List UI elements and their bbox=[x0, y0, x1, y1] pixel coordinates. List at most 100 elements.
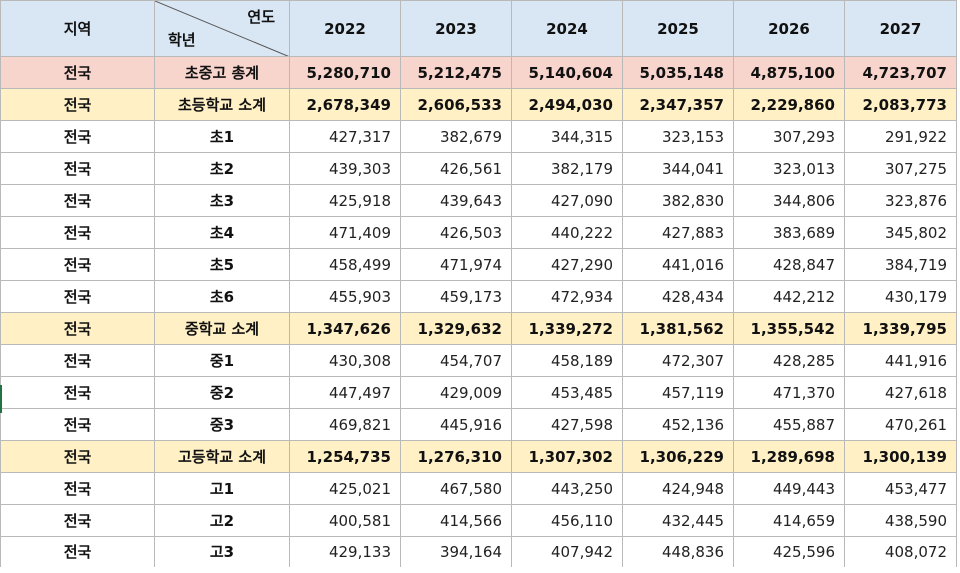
value-cell-2024[interactable]: 440,222 bbox=[511, 216, 623, 249]
value-cell-2026[interactable]: 471,370 bbox=[733, 376, 845, 409]
value-cell-2023[interactable]: 2,606,533 bbox=[400, 88, 512, 121]
grade-cell[interactable]: 고등학교 소계 bbox=[154, 440, 290, 473]
value-cell-2026[interactable]: 425,596 bbox=[733, 536, 845, 567]
value-cell-2024[interactable]: 344,315 bbox=[511, 120, 623, 153]
value-cell-2025[interactable]: 323,153 bbox=[622, 120, 734, 153]
value-cell-2025[interactable]: 441,016 bbox=[622, 248, 734, 281]
grade-cell[interactable]: 초등학교 소계 bbox=[154, 88, 290, 121]
value-cell-2026[interactable]: 414,659 bbox=[733, 504, 845, 537]
region-cell[interactable]: 전국 bbox=[0, 472, 155, 505]
value-cell-2023[interactable]: 414,566 bbox=[400, 504, 512, 537]
region-cell[interactable]: 전국 bbox=[0, 376, 155, 409]
region-cell[interactable]: 전국 bbox=[0, 280, 155, 313]
value-cell-2022[interactable]: 2,678,349 bbox=[289, 88, 401, 121]
value-cell-2022[interactable]: 471,409 bbox=[289, 216, 401, 249]
value-cell-2027[interactable]: 1,300,139 bbox=[844, 440, 957, 473]
value-cell-2025[interactable]: 427,883 bbox=[622, 216, 734, 249]
grade-cell[interactable]: 고3 bbox=[154, 536, 290, 567]
grade-cell[interactable]: 초6 bbox=[154, 280, 290, 313]
value-cell-2026[interactable]: 449,443 bbox=[733, 472, 845, 505]
value-cell-2025[interactable]: 382,830 bbox=[622, 184, 734, 217]
year-header-2024[interactable]: 2024 bbox=[511, 0, 623, 57]
value-cell-2024[interactable]: 2,494,030 bbox=[511, 88, 623, 121]
value-cell-2025[interactable]: 428,434 bbox=[622, 280, 734, 313]
year-header-2027[interactable]: 2027 bbox=[844, 0, 957, 57]
value-cell-2022[interactable]: 425,918 bbox=[289, 184, 401, 217]
value-cell-2024[interactable]: 5,140,604 bbox=[511, 56, 623, 89]
grade-cell[interactable]: 중학교 소계 bbox=[154, 312, 290, 345]
value-cell-2026[interactable]: 428,847 bbox=[733, 248, 845, 281]
value-cell-2023[interactable]: 394,164 bbox=[400, 536, 512, 567]
value-cell-2022[interactable]: 429,133 bbox=[289, 536, 401, 567]
value-cell-2026[interactable]: 4,875,100 bbox=[733, 56, 845, 89]
value-cell-2024[interactable]: 427,090 bbox=[511, 184, 623, 217]
value-cell-2024[interactable]: 382,179 bbox=[511, 152, 623, 185]
value-cell-2023[interactable]: 439,643 bbox=[400, 184, 512, 217]
grade-cell[interactable]: 초4 bbox=[154, 216, 290, 249]
value-cell-2025[interactable]: 1,306,229 bbox=[622, 440, 734, 473]
grade-cell[interactable]: 중1 bbox=[154, 344, 290, 377]
region-cell[interactable]: 전국 bbox=[0, 536, 155, 567]
value-cell-2024[interactable]: 1,339,272 bbox=[511, 312, 623, 345]
value-cell-2026[interactable]: 2,229,860 bbox=[733, 88, 845, 121]
value-cell-2023[interactable]: 471,974 bbox=[400, 248, 512, 281]
value-cell-2026[interactable]: 383,689 bbox=[733, 216, 845, 249]
value-cell-2023[interactable]: 467,580 bbox=[400, 472, 512, 505]
value-cell-2026[interactable]: 344,806 bbox=[733, 184, 845, 217]
value-cell-2022[interactable]: 5,280,710 bbox=[289, 56, 401, 89]
value-cell-2023[interactable]: 382,679 bbox=[400, 120, 512, 153]
value-cell-2023[interactable]: 1,276,310 bbox=[400, 440, 512, 473]
value-cell-2025[interactable]: 1,381,562 bbox=[622, 312, 734, 345]
value-cell-2022[interactable]: 439,303 bbox=[289, 152, 401, 185]
year-grade-header[interactable]: 연도 학년 bbox=[154, 0, 290, 57]
value-cell-2025[interactable]: 424,948 bbox=[622, 472, 734, 505]
region-cell[interactable]: 전국 bbox=[0, 248, 155, 281]
value-cell-2027[interactable]: 291,922 bbox=[844, 120, 957, 153]
value-cell-2024[interactable]: 1,307,302 bbox=[511, 440, 623, 473]
grade-cell[interactable]: 초5 bbox=[154, 248, 290, 281]
region-cell[interactable]: 전국 bbox=[0, 440, 155, 473]
value-cell-2026[interactable]: 323,013 bbox=[733, 152, 845, 185]
value-cell-2024[interactable]: 456,110 bbox=[511, 504, 623, 537]
value-cell-2025[interactable]: 472,307 bbox=[622, 344, 734, 377]
value-cell-2022[interactable]: 400,581 bbox=[289, 504, 401, 537]
value-cell-2024[interactable]: 407,942 bbox=[511, 536, 623, 567]
region-header[interactable]: 지역 bbox=[0, 0, 155, 57]
value-cell-2023[interactable]: 426,561 bbox=[400, 152, 512, 185]
region-cell[interactable]: 전국 bbox=[0, 152, 155, 185]
value-cell-2027[interactable]: 323,876 bbox=[844, 184, 957, 217]
value-cell-2024[interactable]: 458,189 bbox=[511, 344, 623, 377]
grade-cell[interactable]: 중2 bbox=[154, 376, 290, 409]
value-cell-2025[interactable]: 344,041 bbox=[622, 152, 734, 185]
grade-cell[interactable]: 고2 bbox=[154, 504, 290, 537]
value-cell-2022[interactable]: 425,021 bbox=[289, 472, 401, 505]
value-cell-2025[interactable]: 448,836 bbox=[622, 536, 734, 567]
value-cell-2025[interactable]: 5,035,148 bbox=[622, 56, 734, 89]
year-header-2022[interactable]: 2022 bbox=[289, 0, 401, 57]
region-cell[interactable]: 전국 bbox=[0, 184, 155, 217]
value-cell-2022[interactable]: 458,499 bbox=[289, 248, 401, 281]
value-cell-2023[interactable]: 445,916 bbox=[400, 408, 512, 441]
region-cell[interactable]: 전국 bbox=[0, 344, 155, 377]
region-cell[interactable]: 전국 bbox=[0, 312, 155, 345]
value-cell-2022[interactable]: 430,308 bbox=[289, 344, 401, 377]
value-cell-2022[interactable]: 427,317 bbox=[289, 120, 401, 153]
value-cell-2026[interactable]: 1,355,542 bbox=[733, 312, 845, 345]
value-cell-2027[interactable]: 427,618 bbox=[844, 376, 957, 409]
region-cell[interactable]: 전국 bbox=[0, 504, 155, 537]
year-header-2023[interactable]: 2023 bbox=[400, 0, 512, 57]
value-cell-2022[interactable]: 469,821 bbox=[289, 408, 401, 441]
value-cell-2026[interactable]: 442,212 bbox=[733, 280, 845, 313]
value-cell-2023[interactable]: 5,212,475 bbox=[400, 56, 512, 89]
region-cell[interactable]: 전국 bbox=[0, 216, 155, 249]
grade-cell[interactable]: 초중고 총계 bbox=[154, 56, 290, 89]
year-header-2025[interactable]: 2025 bbox=[622, 0, 734, 57]
value-cell-2024[interactable]: 472,934 bbox=[511, 280, 623, 313]
value-cell-2024[interactable]: 453,485 bbox=[511, 376, 623, 409]
value-cell-2022[interactable]: 447,497 bbox=[289, 376, 401, 409]
value-cell-2023[interactable]: 459,173 bbox=[400, 280, 512, 313]
value-cell-2025[interactable]: 432,445 bbox=[622, 504, 734, 537]
region-cell[interactable]: 전국 bbox=[0, 120, 155, 153]
value-cell-2022[interactable]: 1,254,735 bbox=[289, 440, 401, 473]
value-cell-2027[interactable]: 384,719 bbox=[844, 248, 957, 281]
